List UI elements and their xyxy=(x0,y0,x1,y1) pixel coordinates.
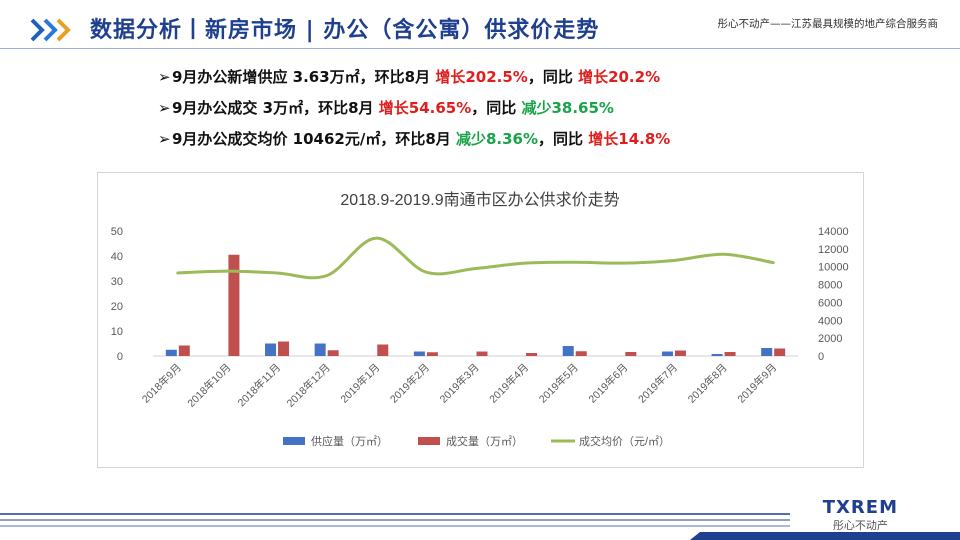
brand-name: 彤心不动产 xyxy=(832,519,888,532)
y-right-tick-label: 2000 xyxy=(818,333,842,345)
summary-bullet-deal: ➢9月办公成交 3万㎡，环比8月 增长54.65%，同比 减少38.65% xyxy=(158,93,670,124)
bullet-sep: ，同比 xyxy=(538,130,589,148)
x-tick-label: 2018年12月 xyxy=(284,361,333,410)
deal-bar xyxy=(575,351,587,356)
supply-bar xyxy=(761,348,773,356)
y-right-tick-label: 8000 xyxy=(818,280,842,292)
x-tick-label: 2019年1月 xyxy=(338,361,383,406)
mom-change: 增长202.5% xyxy=(435,68,528,86)
y-left-tick-label: 40 xyxy=(111,251,123,263)
deal-bar xyxy=(327,350,339,356)
y-right-tick-label: 0 xyxy=(818,351,824,363)
deal-bar xyxy=(724,352,736,356)
supply-bar xyxy=(661,351,673,356)
x-tick-label: 2018年10月 xyxy=(185,361,234,410)
supply-bar xyxy=(265,343,277,356)
yoy-change: 减少38.65% xyxy=(521,99,614,117)
x-tick-label: 2018年11月 xyxy=(235,361,283,409)
mom-change: 减少8.36% xyxy=(455,130,539,148)
summary-bullets: ➢9月办公新增供应 3.63万㎡，环比8月 增长202.5%，同比 增长20.2… xyxy=(158,62,670,155)
x-tick-label: 2019年2月 xyxy=(387,361,432,406)
y-right-tick-label: 6000 xyxy=(818,297,842,309)
legend-deal-swatch xyxy=(418,437,440,445)
brand-wordmark: TXREM xyxy=(822,497,898,518)
y-left-tick-label: 20 xyxy=(111,301,123,313)
y-left-tick-label: 50 xyxy=(111,226,123,238)
deal-bar xyxy=(377,344,389,356)
deal-bar xyxy=(476,351,488,356)
arrow-bullet-icon: ➢ xyxy=(158,99,171,117)
supply-bar xyxy=(314,343,326,356)
yoy-change: 增长14.8% xyxy=(588,130,671,148)
deal-bar xyxy=(178,345,190,356)
bullet-text: 9月办公成交 3万㎡，环比8月 xyxy=(172,99,379,117)
y-left-tick-label: 30 xyxy=(111,276,123,288)
x-tick-label: 2019年5月 xyxy=(536,361,581,406)
deal-bar xyxy=(278,341,290,356)
chevron-double-icon xyxy=(30,18,71,42)
x-tick-label: 2018年9月 xyxy=(139,361,184,406)
header-divider xyxy=(0,48,960,49)
price-line xyxy=(176,236,775,280)
supply-demand-price-chart: 2018.9-2019.9南通市区办公供求价走势 0 10 20 30 40 50 0 200… xyxy=(111,191,849,448)
page-title: 数据分析丨新房市场 | 办公（含公寓）供求价走势 xyxy=(90,18,600,43)
deal-bar xyxy=(426,352,438,356)
supply-bar xyxy=(413,351,425,356)
company-slogan: 彤心不动产——江苏最具规模的地产综合服务商 xyxy=(717,18,939,30)
deal-bar xyxy=(228,254,240,356)
bullet-text: 9月办公成交均价 10462元/㎡，环比8月 xyxy=(172,130,456,148)
x-tick-label: 2019年6月 xyxy=(586,361,631,406)
legend-label: 成交量（万㎡） xyxy=(446,434,523,448)
mom-change: 增长54.65% xyxy=(378,99,472,117)
deal-bar xyxy=(526,353,538,356)
supply-bar xyxy=(562,346,574,356)
arrow-bullet-icon: ➢ xyxy=(158,68,171,86)
y-right-tick-label: 10000 xyxy=(818,262,849,274)
y-right-tick-label: 14000 xyxy=(818,226,849,238)
yoy-change: 增长20.2% xyxy=(578,68,661,86)
footer-decoration xyxy=(0,513,960,540)
deal-bar xyxy=(674,350,686,356)
supply-bar xyxy=(165,349,177,356)
arrow-bullet-icon: ➢ xyxy=(158,130,171,148)
brand-logo: TXREM 彤心不动产 xyxy=(823,498,898,534)
deal-bar xyxy=(774,348,786,356)
x-tick-label: 2019年8月 xyxy=(685,361,730,406)
x-tick-label: 2019年7月 xyxy=(635,361,680,406)
legend-label: 供应量（万㎡） xyxy=(311,434,388,448)
x-tick-label: 2019年4月 xyxy=(487,361,532,406)
bullet-sep: ，同比 xyxy=(471,99,522,117)
y-left-tick-label: 10 xyxy=(111,326,123,338)
x-tick-label: 2019年3月 xyxy=(437,361,482,406)
chart-frame: 2018.9-2019.9南通市区办公供求价走势 0 10 20 30 40 50 0 200… xyxy=(97,172,864,468)
bullet-sep: ，同比 xyxy=(527,68,579,86)
y-left-tick-label: 0 xyxy=(117,351,123,363)
legend-supply-swatch xyxy=(283,437,305,445)
summary-bullet-price: ➢9月办公成交均价 10462元/㎡，环比8月 减少8.36%，同比 增长14.… xyxy=(158,124,670,155)
y-right-tick-label: 4000 xyxy=(818,315,842,327)
summary-bullet-supply: ➢9月办公新增供应 3.63万㎡，环比8月 增长202.5%，同比 增长20.2… xyxy=(158,62,670,93)
supply-bar xyxy=(711,354,723,356)
deal-bar xyxy=(625,352,637,356)
y-right-tick-label: 12000 xyxy=(818,244,849,256)
bullet-text: 9月办公新增供应 3.63万㎡，环比8月 xyxy=(172,68,436,86)
x-tick-label: 2019年9月 xyxy=(735,361,780,406)
legend-label: 成交均价（元/㎡） xyxy=(579,434,670,448)
chart-title: 2018.9-2019.9南通市区办公供求价走势 xyxy=(340,191,619,209)
